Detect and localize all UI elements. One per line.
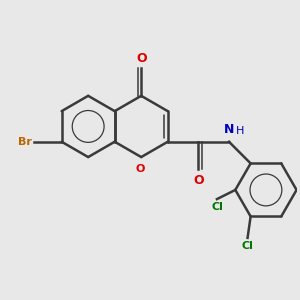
Text: Cl: Cl <box>211 202 223 212</box>
Text: Br: Br <box>18 137 32 147</box>
Text: Cl: Cl <box>242 241 254 251</box>
Text: N: N <box>224 123 234 136</box>
Text: H: H <box>236 126 244 136</box>
Text: O: O <box>135 164 145 174</box>
Text: O: O <box>136 52 146 65</box>
Text: O: O <box>193 174 204 187</box>
